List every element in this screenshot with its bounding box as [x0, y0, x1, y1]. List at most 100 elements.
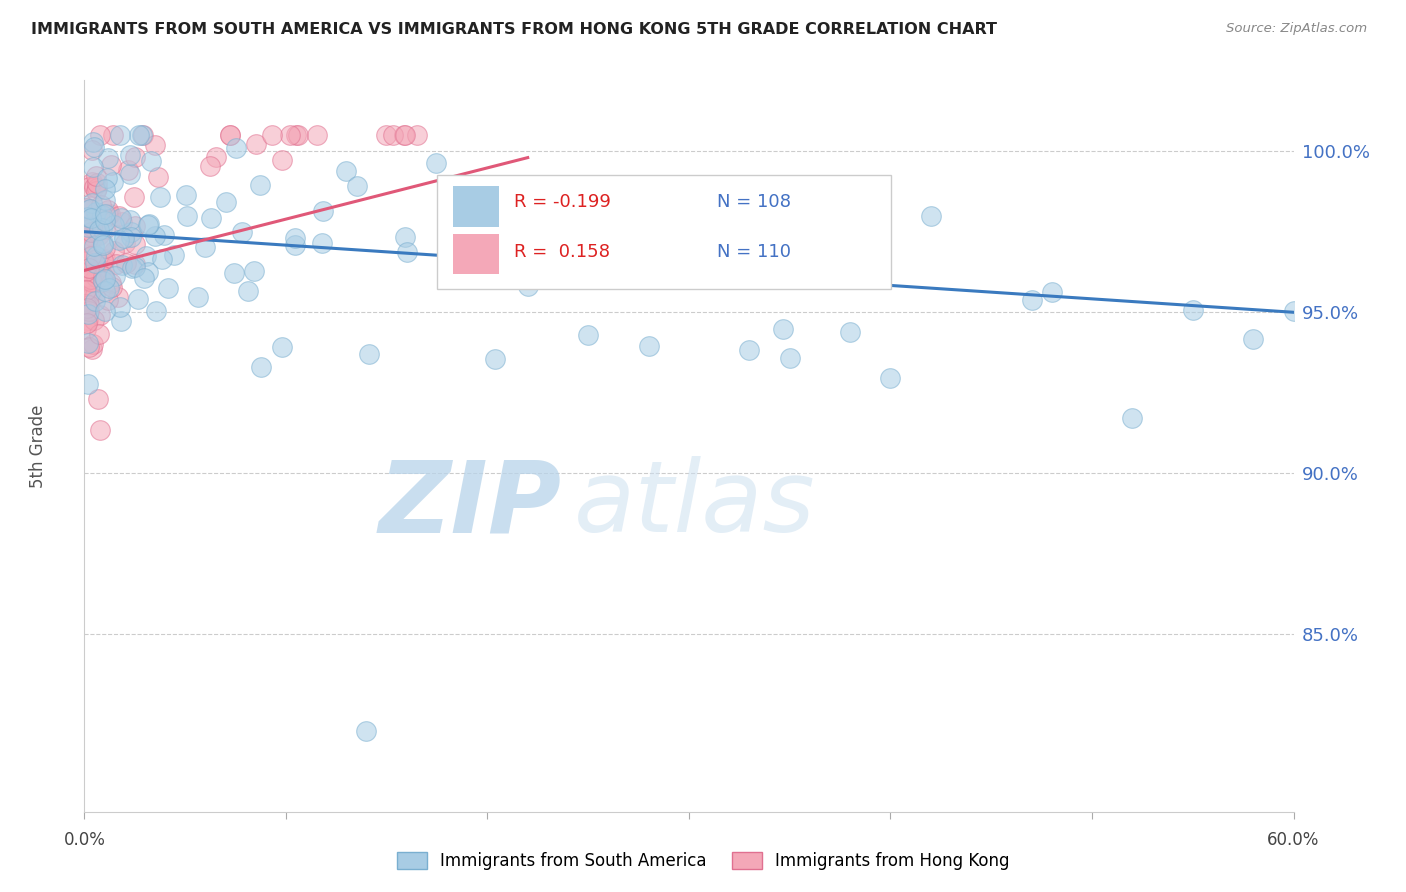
Text: 0.0%: 0.0%	[63, 831, 105, 849]
Point	[287, 128, 309, 142]
Point	[121, 229, 143, 244]
Point	[772, 321, 794, 335]
Point	[187, 290, 209, 304]
Point	[262, 128, 284, 142]
Point	[75, 201, 97, 215]
Point	[96, 211, 118, 225]
Point	[79, 202, 101, 216]
Point	[920, 210, 942, 224]
Point	[83, 275, 105, 289]
Point	[76, 268, 98, 283]
Point	[101, 128, 124, 142]
Point	[97, 208, 120, 222]
Point	[91, 274, 114, 288]
Text: Source: ZipAtlas.com: Source: ZipAtlas.com	[1226, 22, 1367, 36]
Point	[738, 343, 761, 357]
Point	[231, 225, 253, 239]
Point	[75, 263, 97, 277]
Point	[97, 151, 120, 165]
Point	[104, 257, 127, 271]
Point	[75, 297, 97, 311]
Point	[100, 158, 122, 172]
Point	[97, 202, 120, 217]
Point	[108, 128, 131, 142]
Point	[84, 249, 107, 263]
Point	[75, 314, 97, 328]
Point	[89, 223, 111, 237]
Point	[97, 293, 120, 307]
Point	[225, 141, 247, 155]
Point	[136, 219, 159, 233]
Point	[84, 184, 107, 198]
Point	[77, 210, 100, 224]
Point	[75, 254, 97, 268]
Point	[176, 209, 198, 223]
Point	[87, 392, 110, 406]
Point	[90, 198, 112, 212]
Point	[77, 289, 100, 303]
Point	[392, 128, 415, 142]
Point	[93, 207, 115, 221]
Point	[143, 138, 166, 153]
Point	[84, 269, 107, 284]
Point	[127, 293, 149, 307]
Legend: Immigrants from South America, Immigrants from Hong Kong: Immigrants from South America, Immigrant…	[389, 845, 1017, 877]
Point	[194, 240, 217, 254]
Point	[307, 128, 329, 142]
Point	[89, 423, 111, 437]
Point	[311, 236, 333, 251]
Point	[100, 279, 122, 293]
Point	[284, 237, 307, 252]
Point	[678, 225, 700, 239]
Point	[77, 219, 100, 234]
Point	[80, 225, 103, 239]
Point	[381, 128, 404, 142]
Point	[84, 265, 107, 279]
Point	[128, 128, 150, 142]
Point	[200, 211, 222, 226]
Point	[86, 176, 108, 190]
Point	[91, 252, 114, 267]
Point	[83, 293, 105, 308]
Point	[79, 242, 101, 256]
Point	[284, 231, 307, 245]
Point	[75, 283, 97, 297]
Text: IMMIGRANTS FROM SOUTH AMERICA VS IMMIGRANTS FROM HONG KONG 5TH GRADE CORRELATION: IMMIGRANTS FROM SOUTH AMERICA VS IMMIGRA…	[31, 22, 997, 37]
Point	[94, 221, 117, 235]
Point	[107, 233, 129, 247]
Point	[76, 273, 98, 287]
Point	[83, 239, 105, 253]
Point	[86, 169, 108, 184]
Text: 60.0%: 60.0%	[1267, 831, 1320, 849]
Point	[76, 301, 98, 315]
Point	[90, 208, 112, 222]
Point	[89, 228, 111, 243]
Point	[107, 290, 129, 304]
Point	[110, 211, 132, 226]
Point	[80, 249, 103, 263]
Point	[152, 227, 174, 242]
Point	[108, 300, 131, 314]
Point	[77, 336, 100, 351]
Point	[91, 269, 114, 284]
Point	[77, 377, 100, 392]
Point	[138, 218, 160, 232]
Point	[124, 150, 146, 164]
Point	[406, 128, 429, 142]
Point	[134, 271, 156, 285]
Point	[148, 170, 170, 185]
Point	[136, 265, 159, 279]
Point	[115, 256, 138, 270]
Point	[93, 193, 115, 207]
Point	[82, 219, 104, 234]
Point	[77, 313, 100, 327]
Point	[94, 241, 117, 255]
Point	[82, 214, 104, 228]
Text: atlas: atlas	[574, 456, 815, 553]
Point	[1181, 303, 1204, 318]
Point	[270, 153, 292, 168]
Point	[456, 248, 478, 262]
Point	[83, 312, 105, 326]
Point	[76, 201, 98, 215]
Point	[84, 223, 107, 237]
